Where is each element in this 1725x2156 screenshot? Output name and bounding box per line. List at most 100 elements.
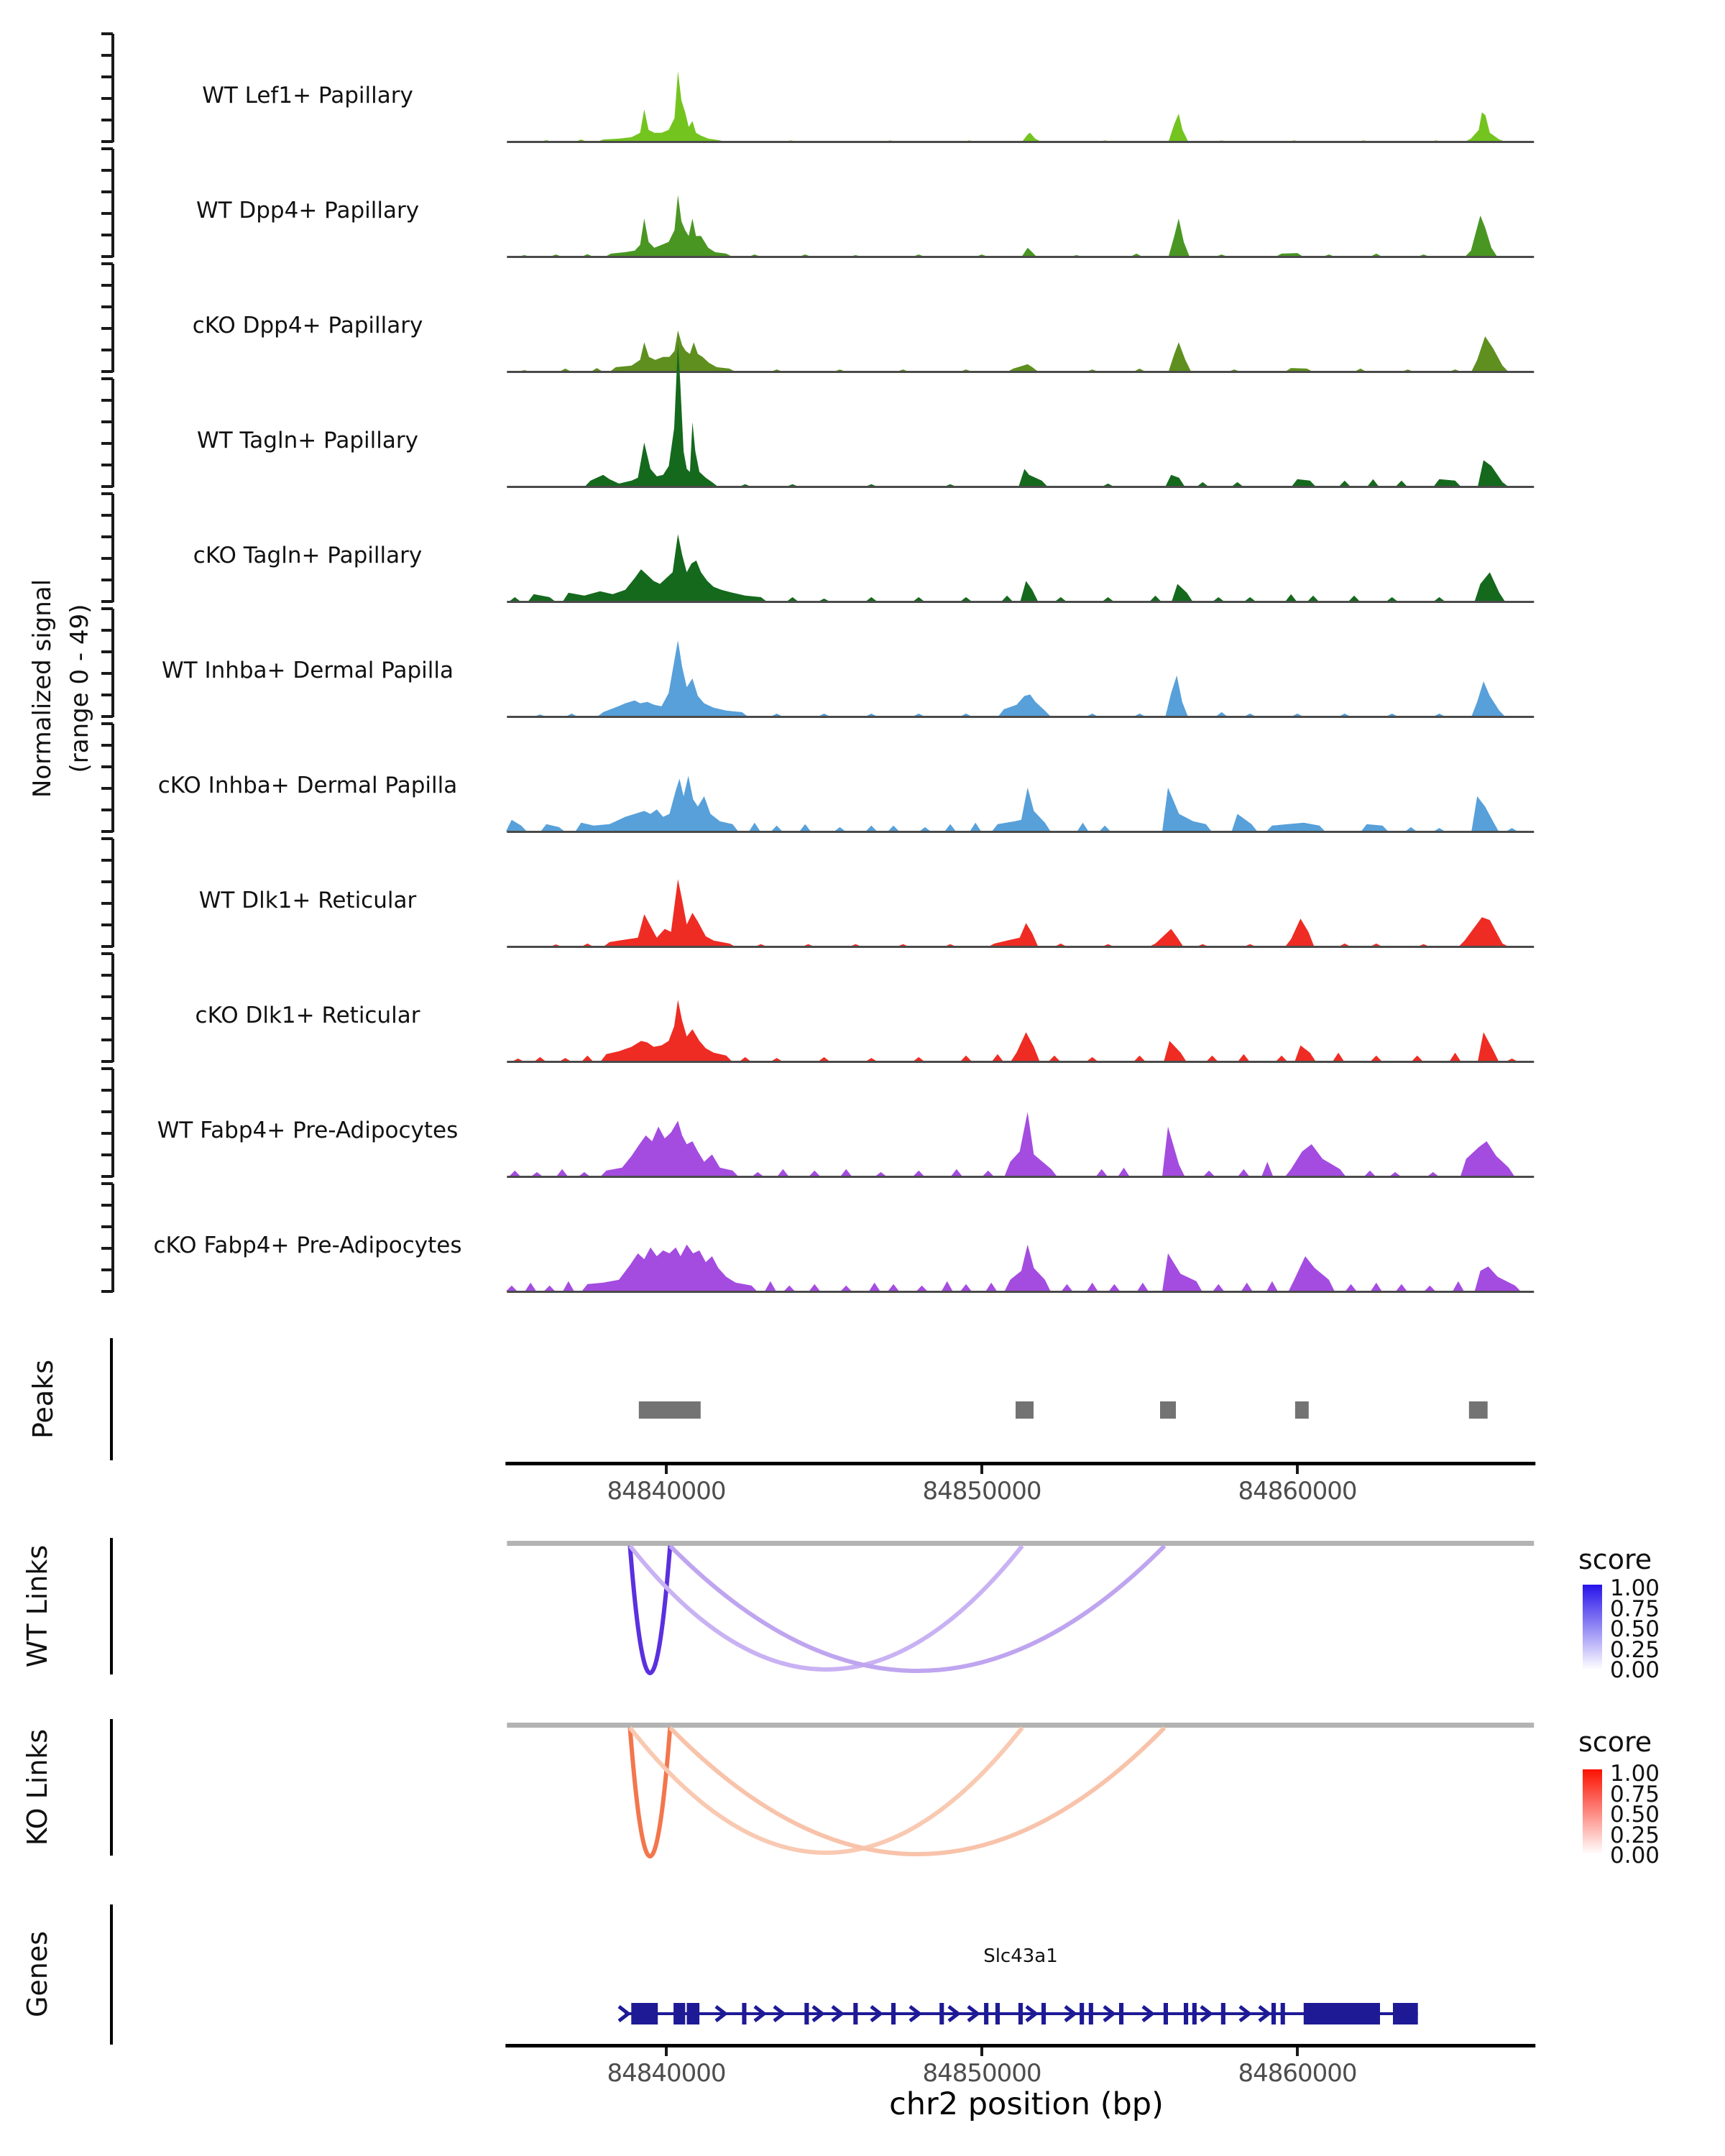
signal-track-7-area <box>550 879 1509 946</box>
gene-exon-2 <box>686 2003 700 2024</box>
genes-axis-tick-2 <box>1296 2047 1299 2056</box>
signal-axis-title-line2: (range 0 - 49) <box>65 604 94 773</box>
track-label-2: cKO Dpp4+ Papillary <box>192 313 423 338</box>
gene-exon-9 <box>995 2003 1000 2024</box>
gene-strand-chevrons <box>617 2005 1272 2022</box>
peaks-axis-tick-label-0: 84840000 <box>607 1477 726 1506</box>
gene-exon-1 <box>673 2003 686 2024</box>
genes-axis-tick-1 <box>980 2047 983 2056</box>
signal-track-1-area <box>518 195 1497 257</box>
genes-bracket <box>110 1904 113 2045</box>
ko-legend-title: score <box>1578 1726 1652 1758</box>
wt-legend-value-2: 0.50 <box>1610 1616 1660 1642</box>
gene-exon-19 <box>1271 2003 1276 2024</box>
gene-exon-6 <box>891 2003 896 2024</box>
ko-link-arc-1 <box>628 1726 1024 1855</box>
peak-interval-3 <box>1294 1401 1309 1419</box>
wt-legend-value-0: 1.00 <box>1610 1575 1660 1601</box>
gene-exon-10 <box>1018 2003 1023 2024</box>
gene-exon-20 <box>1280 2003 1285 2024</box>
signal-axis-title: Normalized signal (range 0 - 49) <box>24 579 98 798</box>
signal-track-8-area <box>512 1000 1518 1061</box>
peak-interval-2 <box>1160 1401 1176 1419</box>
gene-exon-0 <box>631 2003 658 2024</box>
signal-track-4-area <box>509 534 1505 602</box>
gene-exon-3 <box>742 2003 747 2024</box>
genes-section-label: Genes <box>22 1930 53 2018</box>
signal-track-6-ruler <box>101 722 114 833</box>
peaks-section-label: Peaks <box>27 1359 59 1439</box>
peaks-bracket <box>110 1338 113 1460</box>
track-label-8: cKO Dlk1+ Reticular <box>195 1003 420 1028</box>
ko-legend-value-4: 0.00 <box>1610 1843 1660 1869</box>
signal-track-10-baseline <box>507 1291 1535 1293</box>
genes-axis-tick-label-2: 84860000 <box>1238 2059 1357 2088</box>
x-axis-title: chr2 position (bp) <box>889 2086 1164 2122</box>
wt-legend-value-3: 0.25 <box>1610 1637 1660 1663</box>
track-label-4: cKO Tagln+ Papillary <box>193 543 423 568</box>
signal-track-9-area <box>509 1112 1515 1176</box>
signal-track-8-baseline <box>507 1061 1535 1063</box>
wt-links-bracket <box>110 1538 113 1674</box>
signal-axis-title-line1: Normalized signal <box>28 579 57 798</box>
gene-exon-13 <box>1088 2003 1093 2024</box>
signal-track-9-ruler <box>101 1067 114 1178</box>
signal-track-5-ruler <box>101 607 114 718</box>
ko-legend-value-1: 0.75 <box>1610 1782 1660 1807</box>
signal-track-1-baseline <box>507 256 1535 258</box>
signal-track-5-area <box>534 640 1505 717</box>
wt-legend-title: score <box>1578 1544 1652 1575</box>
signal-track-0-area <box>540 71 1505 142</box>
gene-exon-14 <box>1119 2003 1124 2024</box>
signal-track-0-baseline <box>507 141 1535 143</box>
peaks-axis-line <box>505 1462 1536 1465</box>
signal-track-8-ruler <box>101 952 114 1063</box>
gene-exon-12 <box>1080 2003 1085 2024</box>
ko-legend-gradient-bar <box>1583 1769 1602 1854</box>
genes-axis-tick-label-1: 84850000 <box>922 2059 1041 2088</box>
ko-legend-value-0: 1.00 <box>1610 1761 1660 1787</box>
ko-legend-value-2: 0.50 <box>1610 1802 1660 1828</box>
signal-track-3-area <box>584 343 1509 487</box>
wt-link-arc-2 <box>668 1544 1167 1673</box>
signal-track-0-ruler <box>101 32 114 143</box>
gene-exon-22 <box>1393 2003 1418 2024</box>
peak-interval-4 <box>1468 1401 1488 1419</box>
signal-track-7-ruler <box>101 837 114 948</box>
ko-links-section-label: KO Links <box>22 1728 53 1846</box>
peaks-axis-tick-label-2: 84860000 <box>1238 1477 1357 1506</box>
signal-track-3-ruler <box>101 377 114 488</box>
signal-track-7-baseline <box>507 946 1535 948</box>
signal-track-10-area <box>505 1244 1521 1291</box>
signal-track-2-baseline <box>507 371 1535 373</box>
ko-link-arc-2 <box>668 1726 1167 1856</box>
wt-link-arc-0 <box>627 1545 673 1675</box>
gene-exon-8 <box>984 2003 989 2024</box>
wt-legend-value-4: 0.00 <box>1610 1657 1660 1683</box>
gene-exon-15 <box>1163 2003 1168 2024</box>
track-label-3: WT Tagln+ Papillary <box>197 428 418 453</box>
signal-track-4-baseline <box>507 601 1535 603</box>
signal-track-4-ruler <box>101 492 114 603</box>
signal-track-2-area <box>518 330 1509 372</box>
signal-track-1-ruler <box>101 147 114 258</box>
signal-track-6-baseline <box>507 831 1535 833</box>
gene-exon-17 <box>1192 2003 1197 2024</box>
track-label-1: WT Dpp4+ Papillary <box>196 198 420 224</box>
wt-links-section-label: WT Links <box>22 1544 53 1668</box>
signal-track-10-ruler <box>101 1182 114 1293</box>
gene-exon-5 <box>853 2003 858 2024</box>
wt-link-arc-1 <box>628 1544 1024 1672</box>
ko-legend-value-3: 0.25 <box>1610 1823 1660 1848</box>
signal-track-5-baseline <box>507 716 1535 718</box>
track-label-10: cKO Fabp4+ Pre-Adipocytes <box>153 1233 462 1258</box>
peaks-axis-tick-label-1: 84850000 <box>922 1477 1041 1506</box>
peaks-axis-tick-1 <box>980 1465 983 1474</box>
gene-exon-16 <box>1184 2003 1189 2024</box>
genes-axis-line <box>505 2044 1536 2047</box>
ko-links-panel-border <box>507 1723 1535 1728</box>
peaks-axis-tick-2 <box>1296 1465 1299 1474</box>
track-label-0: WT Lef1+ Papillary <box>202 83 413 109</box>
signal-track-6-area <box>505 775 1518 831</box>
